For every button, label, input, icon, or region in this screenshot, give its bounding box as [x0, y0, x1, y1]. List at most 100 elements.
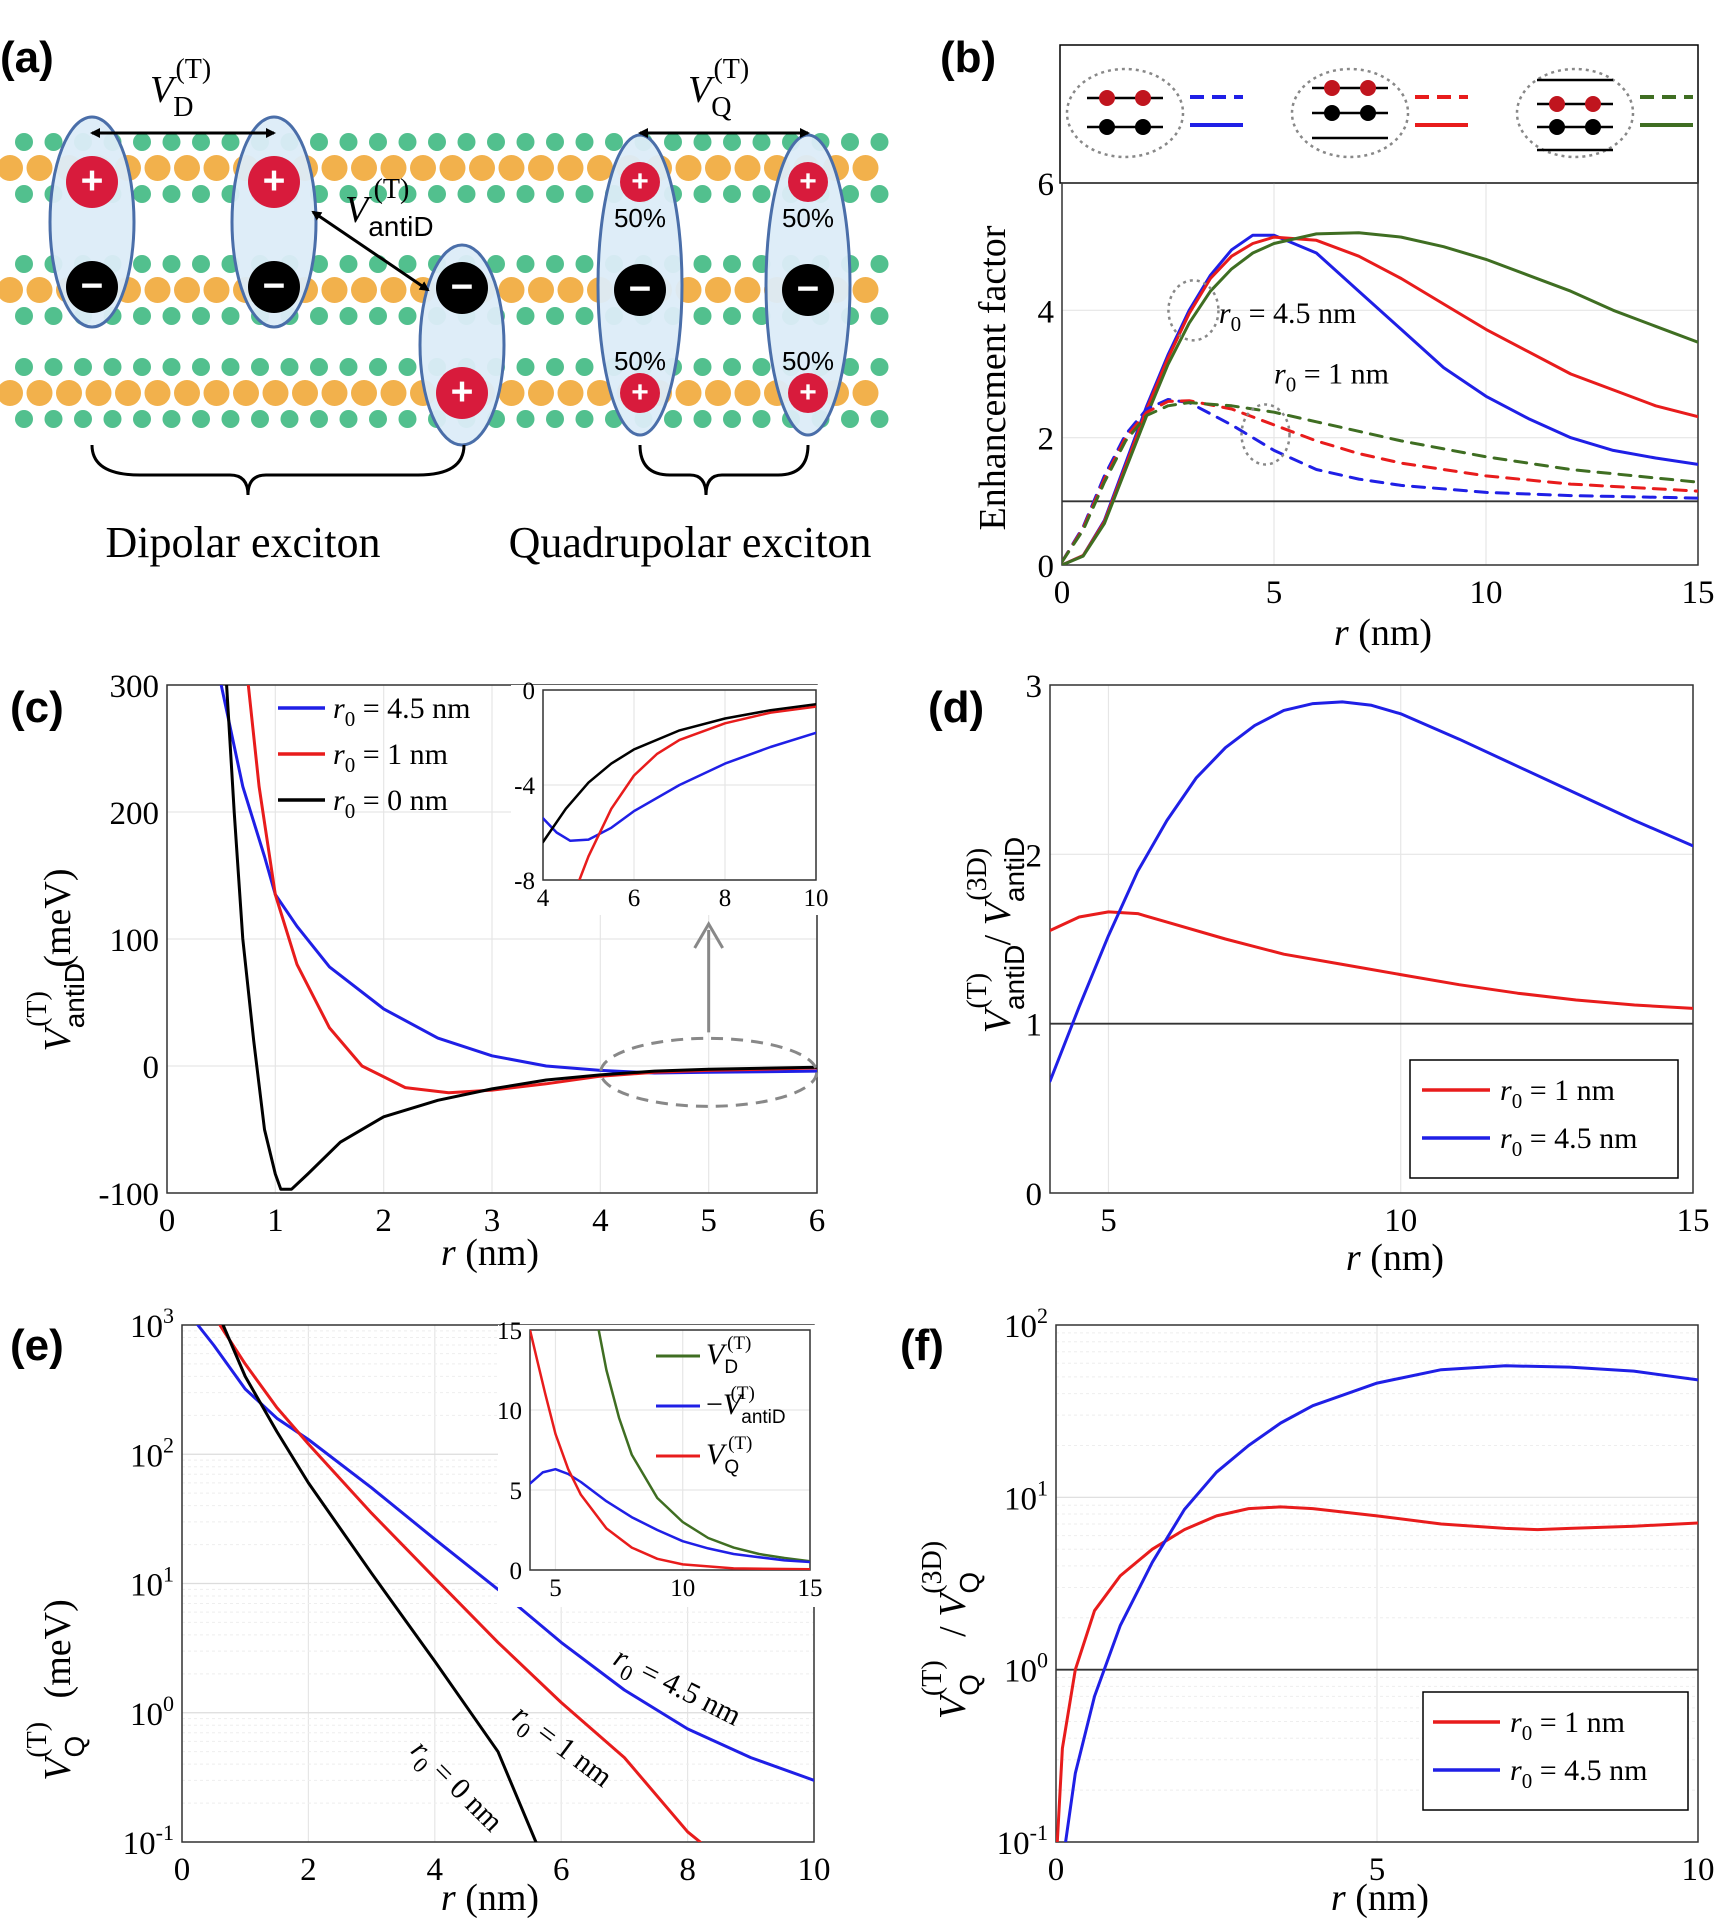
atom-green [339, 185, 358, 203]
panel-d-plot: 5 10 15 0 1 2 3 r0 = 1 nm r0 = 4.5 nm [1026, 669, 1710, 1239]
legend-label: r0 = 1 nm [1500, 1074, 1615, 1113]
panel-a-schematic: (a) + − + − − + + − + + − +50% 50% 50% 50% VD(T) VQ(T)… [0, 33, 889, 567]
legend-icon-electron [1099, 119, 1115, 135]
x-tick-label: 0 [1048, 1852, 1065, 1888]
minus-sign: − [629, 268, 652, 311]
x-tick-label: 0 [174, 1852, 191, 1888]
plus-sign: + [799, 376, 817, 409]
series-line [1062, 231, 1698, 565]
minus-charge-icon [782, 264, 834, 316]
atom-green [280, 410, 299, 428]
series-line [218, 1325, 702, 1842]
quadrupolar-caption: Quadrupolar exciton [509, 518, 872, 567]
x-tick-label: 10 [1384, 1203, 1417, 1239]
atom-orange [705, 380, 731, 406]
panel-d-xlabel: r (nm) [1346, 1237, 1444, 1279]
plus-sign: + [263, 160, 286, 203]
atom-green [870, 307, 889, 325]
series-line [196, 1325, 814, 1782]
panel-b-xlabel: r (nm) [1334, 612, 1432, 654]
x-tick-label: 6 [809, 1203, 826, 1239]
series-line [1056, 1505, 1698, 1842]
atom-green [103, 410, 122, 428]
inset-series-line [597, 1330, 810, 1563]
atom-green [192, 255, 210, 273]
vd-label: VD(T) [150, 54, 211, 123]
atom-green [251, 410, 269, 428]
series-line [1062, 401, 1698, 564]
plus-charge-icon [788, 162, 828, 202]
inset-bg [511, 685, 829, 915]
legend-icon-electron [1360, 105, 1376, 121]
x-tick-label: 8 [679, 1852, 696, 1888]
x-tick-label: 1 [267, 1203, 284, 1239]
atom-orange [557, 380, 584, 406]
atom-green [162, 185, 181, 203]
y-tick-label: 0 [1038, 549, 1055, 585]
atom-green [575, 410, 594, 428]
excitons: + − + − − + + − + + − +50% 50% 50% 50% [48, 115, 852, 447]
legend-box [1409, 1059, 1679, 1179]
axes-frame [542, 689, 817, 881]
atom-orange [174, 277, 200, 303]
y-tick-label: 100 [1004, 1648, 1048, 1690]
atom-green [398, 358, 417, 376]
atom-green [369, 307, 387, 325]
atom-green [487, 185, 505, 203]
inset-legend-label: VQ(T) [706, 1433, 752, 1478]
y-tick-label: -4 [514, 773, 535, 800]
atom-green [369, 410, 387, 428]
dipolar-brace [90, 444, 466, 496]
atom-orange [852, 155, 879, 181]
x-tick-label: 10 [1470, 575, 1503, 611]
dipolar-caption: Dipolar exciton [106, 518, 381, 567]
atom-green [339, 133, 358, 151]
y-tick-label: 101 [130, 1562, 174, 1604]
legend-icon-hole [1324, 80, 1340, 96]
atom-green [162, 133, 181, 151]
atom-orange [144, 277, 171, 303]
plus-charge-icon [66, 156, 118, 208]
atom-green [546, 133, 564, 151]
plus-sign: + [631, 376, 649, 409]
atom-green [44, 133, 63, 151]
y-tick-label: 2 [1038, 422, 1055, 458]
panel-c-label: (c) [10, 683, 64, 732]
legend-icon-electron [1585, 119, 1601, 135]
atom-orange [203, 277, 230, 303]
atom-green [693, 255, 712, 273]
atom-green [693, 307, 712, 325]
panel-e-ylabel: VQ(T) (meV) [22, 1599, 90, 1780]
atom-orange [380, 277, 407, 303]
atom-green [15, 307, 33, 325]
y-tick-label: 103 [130, 1303, 174, 1345]
x-tick-label: 10 [670, 1575, 695, 1602]
atom-orange [0, 155, 23, 181]
x-tick-label: 0 [159, 1203, 176, 1239]
plus-charge-icon [788, 373, 828, 413]
atom-green [280, 358, 299, 376]
zoom-ellipse [599, 1036, 819, 1108]
series-line [1062, 398, 1698, 564]
y-tick-label: 100 [130, 1691, 174, 1733]
y-tick-label: -100 [99, 1177, 160, 1213]
panel-d-chart: (d) 5 10 15 0 1 2 3 r0 = 1 nm r0 = 4.5 nm VantiD… [928, 669, 1710, 1279]
atom-green [133, 307, 151, 325]
percent-label: 50% [614, 203, 666, 233]
atom-orange [528, 155, 554, 181]
atom-orange [528, 380, 554, 406]
atom-orange [557, 277, 584, 303]
atom-green [664, 410, 682, 428]
atom-green [133, 410, 151, 428]
y-tick-label: 100 [110, 923, 160, 959]
atom-green [870, 358, 889, 376]
legend-icon-hole [1099, 90, 1115, 106]
atom-green [516, 255, 535, 273]
atom-orange [26, 277, 53, 303]
panel-b-chart: (b) 0 5 10 15 0 2 4 6 r0 = 4.5 nm r0 = 1 nm Enhan… [940, 33, 1715, 654]
plus-charge-icon [248, 156, 300, 208]
y-tick-label: 0 [523, 678, 536, 705]
panel-d-label: (d) [928, 683, 984, 732]
atom-orange [26, 155, 53, 181]
atom-green [870, 410, 889, 428]
